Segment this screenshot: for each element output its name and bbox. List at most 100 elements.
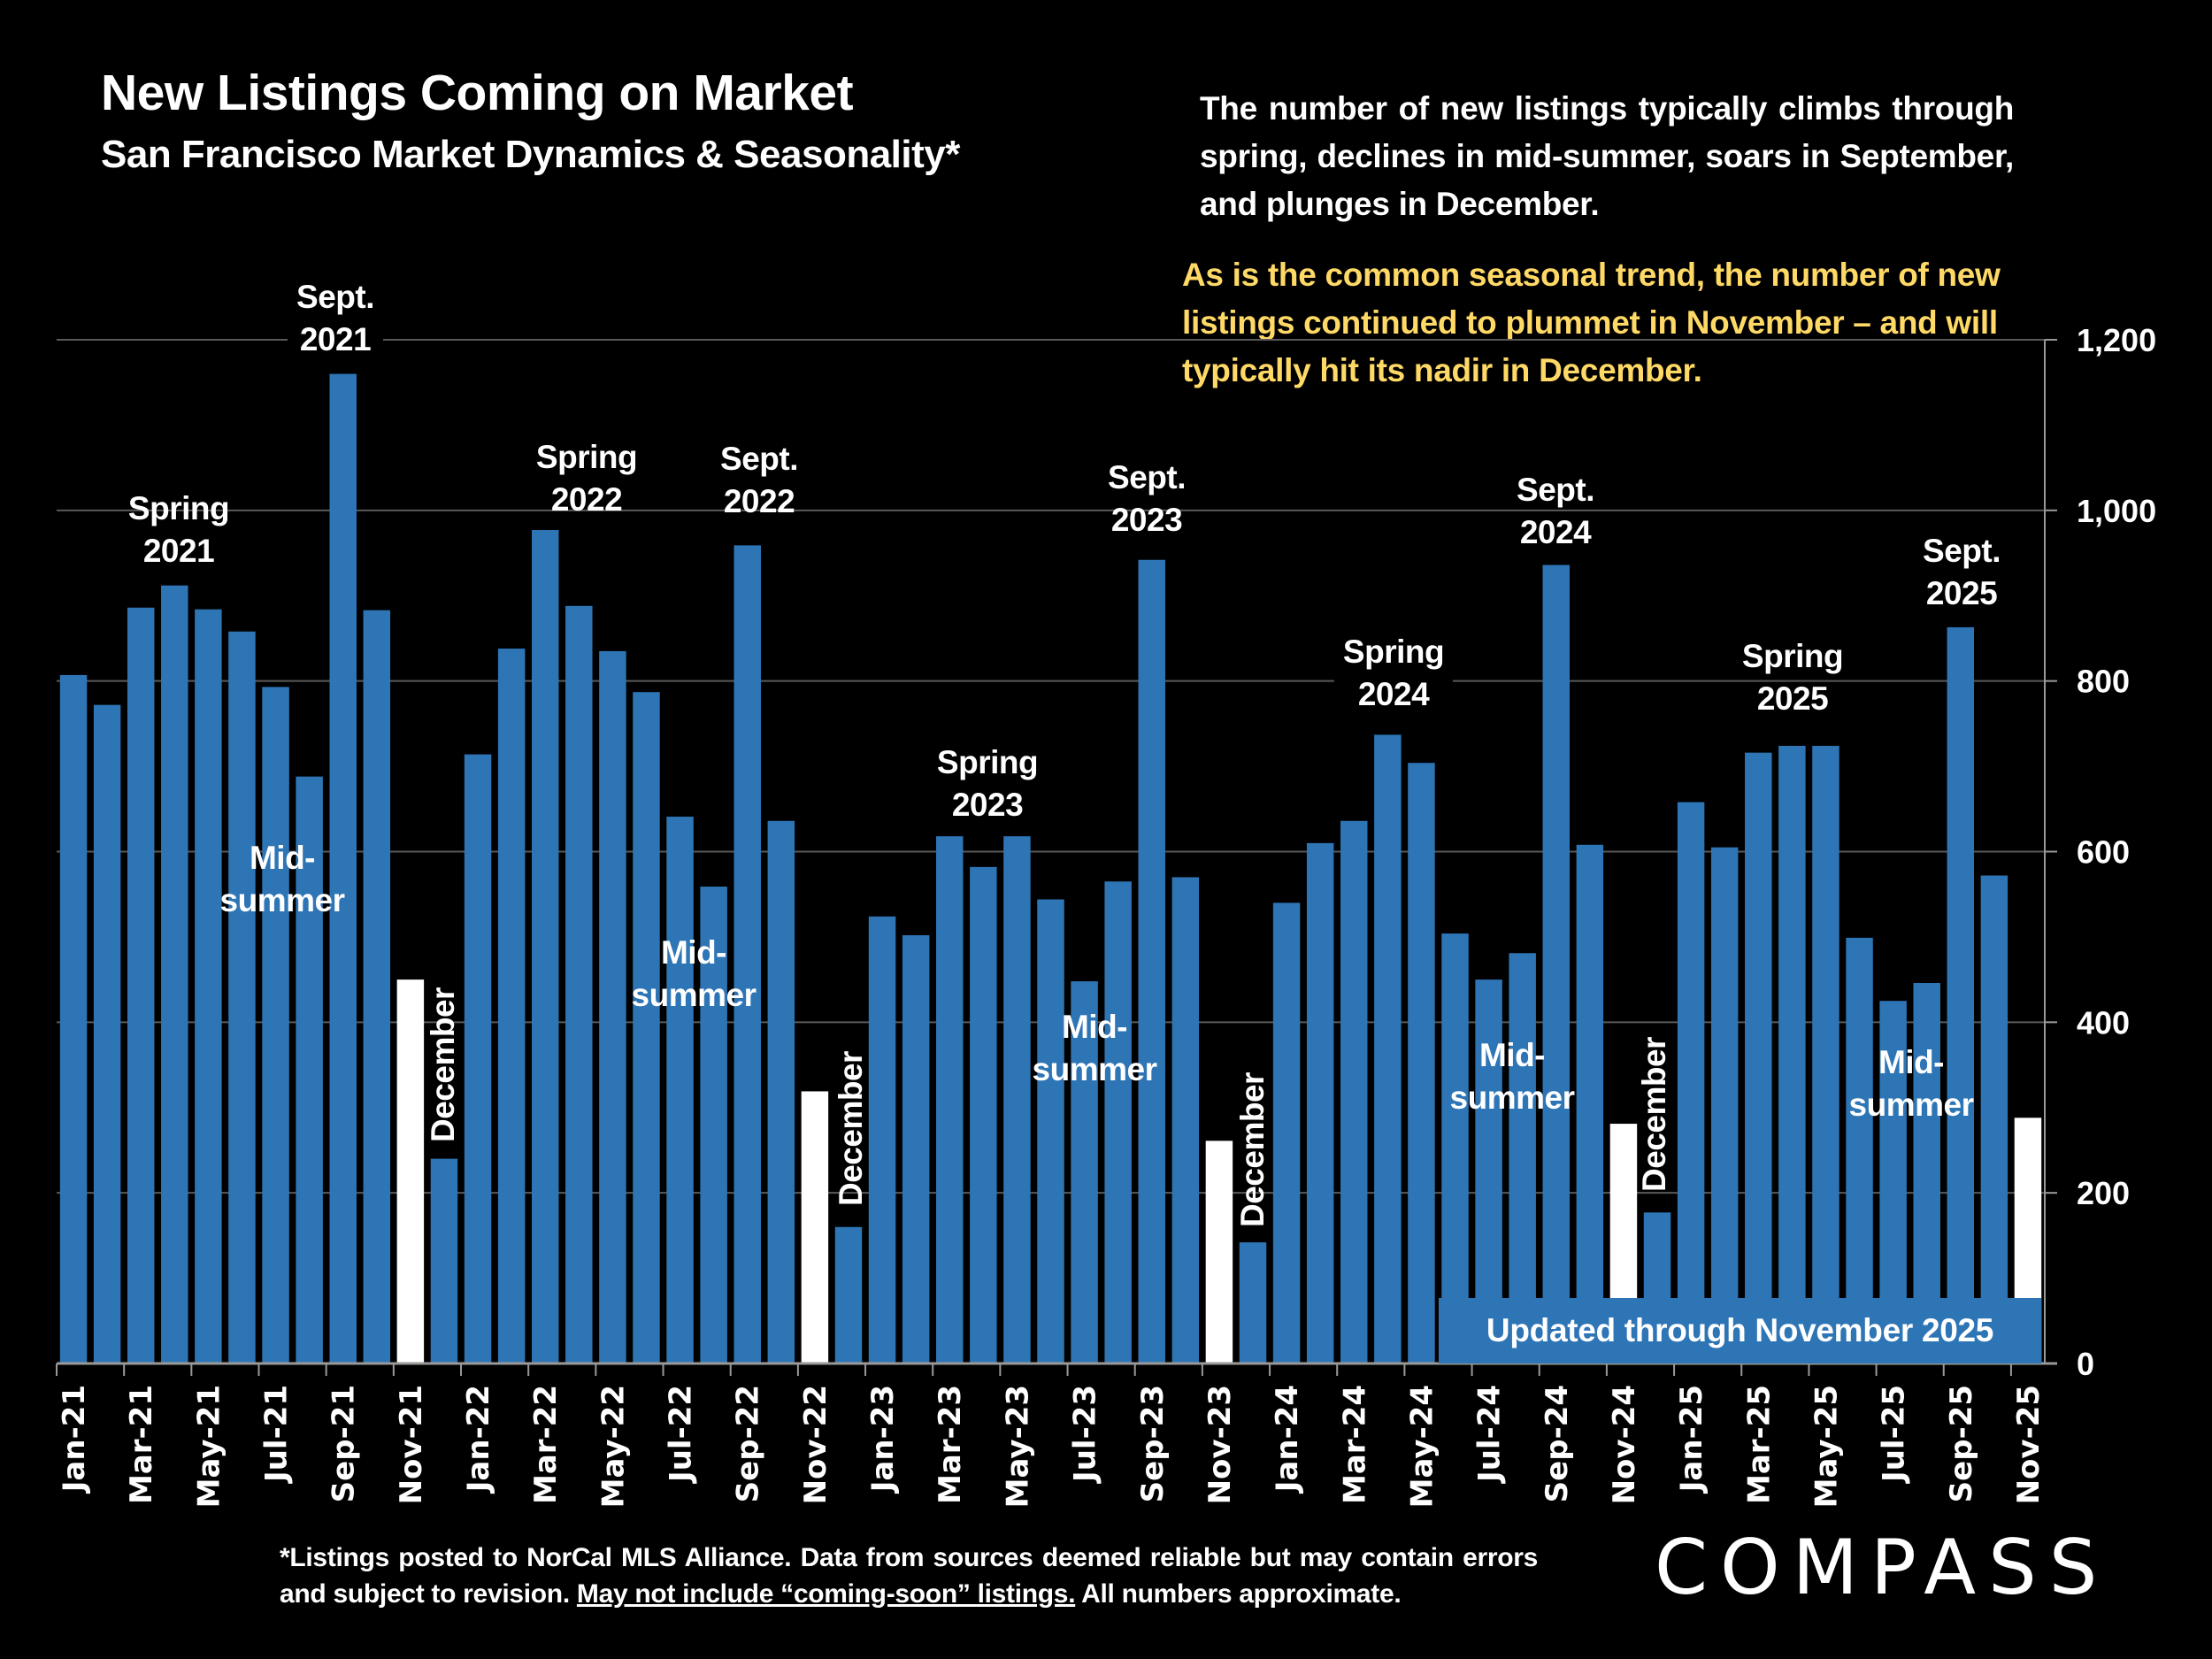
- bar-jun-21: [228, 631, 256, 1363]
- bar-nov-22: [801, 1091, 829, 1363]
- x-tick-label: May-23: [1000, 1385, 1035, 1508]
- annotation-midsummer-2022: Mid- summer: [631, 934, 757, 1013]
- x-tick-label: Jan-22: [461, 1385, 496, 1494]
- annotation-midsummer-2024: Mid- summer: [1449, 1037, 1575, 1116]
- x-tick-label: Mar-25: [1741, 1385, 1777, 1504]
- x-tick-label: Mar-22: [528, 1385, 564, 1504]
- x-tick-label: Sep-25: [1944, 1385, 1979, 1502]
- x-tick-label: Jan-21: [57, 1385, 92, 1494]
- chart-subtitle: San Francisco Market Dynamics & Seasonal…: [101, 133, 960, 176]
- bar-jan-23: [868, 916, 896, 1363]
- x-tick-label: May-22: [595, 1385, 631, 1508]
- annotation-spring-2021: Spring 2021: [127, 490, 230, 569]
- x-tick-label: Nov-22: [798, 1385, 833, 1504]
- x-tick-label: Nov-21: [394, 1385, 429, 1504]
- bar-aug-22: [700, 887, 727, 1363]
- annotation-sept-2021: Sept. 2021: [288, 276, 383, 361]
- bar-mar-25: [1745, 752, 1772, 1363]
- annotation-spring-2023: Spring 2023: [936, 744, 1039, 823]
- x-tick-label: Nov-23: [1202, 1385, 1238, 1504]
- bar-apr-23: [970, 866, 997, 1363]
- bar-mar-21: [127, 607, 155, 1363]
- x-tick-label: Sep-22: [731, 1385, 766, 1502]
- x-tick-label: Jan-24: [1270, 1385, 1305, 1494]
- bar-jan-22: [464, 754, 492, 1363]
- x-tick-label: Jul-23: [1068, 1385, 1103, 1484]
- annotation-spring-2025: Spring 2025: [1741, 638, 1844, 717]
- bar-sep-25: [1947, 626, 1975, 1363]
- bar-nov-23: [1205, 1141, 1233, 1363]
- bar-apr-25: [1778, 745, 1806, 1363]
- x-tick-label: Jan-23: [865, 1385, 901, 1494]
- bar-sep-22: [733, 545, 761, 1363]
- annotation-sept-2023: Sept. 2023: [1108, 459, 1186, 538]
- bar-may-24: [1408, 763, 1435, 1363]
- footnote-text: *Listings posted to NorCal MLS Alliance.…: [280, 1543, 1538, 1609]
- bar-jan-24: [1272, 902, 1301, 1363]
- x-tick-label: Jan-25: [1674, 1385, 1709, 1494]
- x-tick-label: Sep-23: [1135, 1385, 1171, 1502]
- x-tick-label: Mar-23: [933, 1385, 968, 1504]
- y-tick-label: 0: [2077, 1346, 2094, 1382]
- footnote-text-end: All numbers approximate.: [1075, 1579, 1402, 1609]
- x-tick-label: Jul-24: [1472, 1385, 1508, 1484]
- bar-apr-21: [161, 585, 188, 1363]
- bar-jun-23: [1037, 899, 1064, 1363]
- x-tick-label: May-24: [1404, 1385, 1440, 1508]
- bar-aug-21: [296, 776, 323, 1363]
- bar-mar-22: [531, 530, 559, 1363]
- bar-jun-25: [1846, 937, 1873, 1363]
- annotation-midsummer-2021: Mid- summer: [219, 840, 345, 918]
- footnote: *Listings posted to NorCal MLS Alliance.…: [280, 1540, 1538, 1612]
- annotation-midsummer-2023: Mid- summer: [1032, 1009, 1157, 1087]
- bar-feb-25: [1710, 847, 1739, 1363]
- bar-jul-21: [262, 687, 289, 1363]
- bar-may-22: [599, 650, 626, 1363]
- x-tick-label: Jul-21: [259, 1385, 295, 1484]
- bar-may-23: [1003, 836, 1031, 1363]
- highlight-note: As is the common seasonal trend, the num…: [1182, 257, 2001, 388]
- bar-jan-25: [1677, 802, 1705, 1363]
- y-tick-label: 600: [2077, 834, 2130, 871]
- bar-aug-24: [1509, 953, 1536, 1363]
- annotation-december-2023: December: [1234, 1072, 1271, 1227]
- y-tick-label: 400: [2077, 1004, 2130, 1041]
- bar-jun-24: [1441, 933, 1469, 1363]
- annotation-december-2022: December: [833, 1051, 869, 1206]
- annotation-december-2024: December: [1636, 1037, 1672, 1192]
- x-tick-label: Mar-24: [1337, 1385, 1372, 1504]
- bar-oct-23: [1171, 877, 1200, 1363]
- bar-jun-22: [633, 692, 660, 1363]
- updated-through-badge: Updated through November 2025: [1439, 1298, 2041, 1363]
- annotation-december-2021: December: [425, 987, 461, 1142]
- y-tick-label: 800: [2077, 664, 2130, 700]
- annotation-sept-2024: Sept. 2024: [1517, 472, 1594, 550]
- x-tick-label: May-25: [1809, 1385, 1844, 1508]
- y-tick-label: 1,200: [2077, 322, 2156, 358]
- annotation-spring-2022: Spring 2022: [535, 439, 638, 518]
- bar-mar-23: [936, 836, 964, 1363]
- x-tick-label: Sep-21: [326, 1385, 362, 1502]
- commentary-column: The number of new listings typically cli…: [1182, 85, 2032, 395]
- annotation-spring-2024: Spring 2024: [1333, 631, 1454, 716]
- x-tick-label: Jul-25: [1877, 1385, 1912, 1484]
- x-tick-label: Mar-21: [124, 1385, 159, 1504]
- description-text: The number of new listings typically cli…: [1200, 90, 2014, 222]
- bar-oct-24: [1576, 844, 1604, 1363]
- annotation-sept-2022: Sept. 2022: [720, 441, 798, 519]
- bar-aug-23: [1104, 881, 1132, 1363]
- x-tick-label: Nov-24: [1607, 1385, 1642, 1504]
- bar-nov-21: [396, 979, 425, 1363]
- bar-apr-22: [565, 605, 593, 1363]
- x-tick-label: May-21: [191, 1385, 227, 1508]
- bar-oct-25: [1980, 875, 2008, 1363]
- bar-feb-24: [1306, 842, 1334, 1363]
- bar-jul-23: [1071, 981, 1098, 1363]
- bar-dec-22: [834, 1226, 863, 1363]
- bar-apr-24: [1374, 734, 1402, 1363]
- bar-may-21: [195, 609, 222, 1363]
- bar-feb-21: [93, 704, 121, 1363]
- bar-feb-22: [497, 649, 526, 1363]
- bar-jul-22: [666, 816, 694, 1363]
